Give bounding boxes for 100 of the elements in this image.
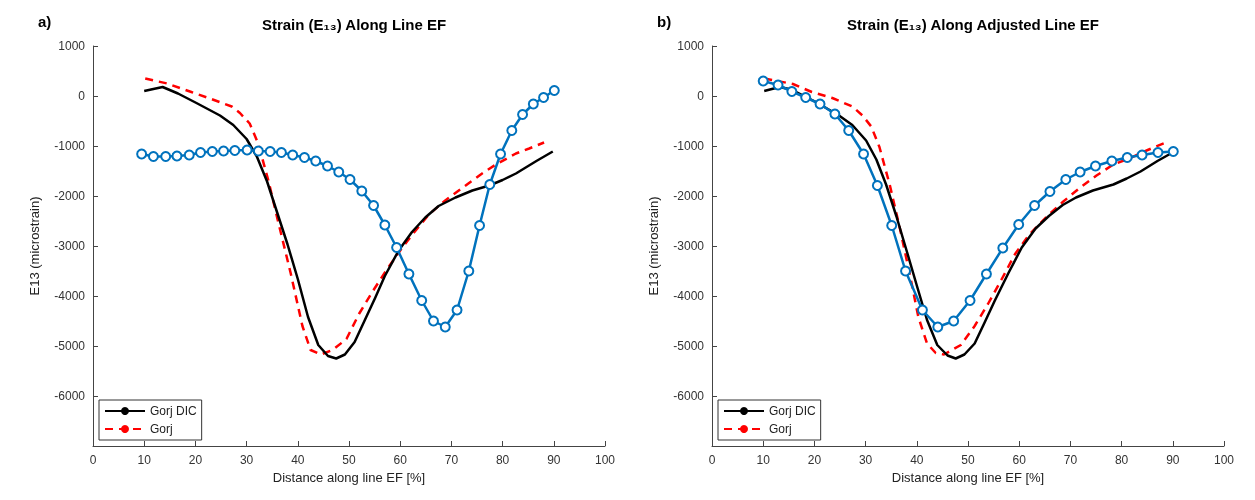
point: [1029, 200, 1041, 211]
x-tick-label: 40: [291, 453, 305, 467]
point: [948, 315, 960, 327]
x-tick-label: 20: [807, 453, 822, 467]
point: [298, 152, 310, 163]
point: [932, 321, 944, 333]
y-tick-label: -6000: [54, 389, 86, 403]
x-axis-title: Distance along line EF [%]: [891, 469, 1045, 485]
chart-title: Strain (E₁₃) Along Line EF: [261, 16, 447, 33]
y-tick-label: -1000: [54, 139, 86, 153]
point: [1152, 147, 1164, 158]
point: [160, 151, 172, 162]
point: [287, 149, 299, 161]
point: [548, 85, 560, 96]
point: [344, 174, 356, 185]
chart-title: Strain (E₁₃) Along Adjusted Line EF: [846, 16, 1100, 33]
y-tick-label: -2000: [54, 189, 86, 203]
point: [506, 125, 518, 136]
point: [916, 304, 928, 316]
point: [495, 148, 507, 160]
point: [800, 92, 812, 103]
point: [1044, 186, 1056, 197]
point: [1121, 152, 1133, 163]
point: [980, 268, 992, 280]
y-axis-title: E13 (microstrain): [27, 196, 42, 296]
point: [391, 242, 403, 253]
point: [241, 144, 253, 156]
point: [439, 321, 451, 333]
point: [843, 125, 855, 136]
y-tick-label: -5000: [673, 339, 705, 353]
point: [206, 146, 218, 157]
y-tick-label: -4000: [673, 289, 705, 303]
point: [814, 98, 826, 110]
point: [451, 304, 463, 316]
point: [772, 79, 784, 91]
legend-label: Gorj: [150, 422, 173, 436]
y-tick-label: 1000: [58, 39, 86, 53]
point: [1013, 219, 1025, 230]
x-tick-label: 80: [495, 453, 510, 467]
x-tick-label: 50: [961, 453, 975, 467]
y-tick-label: -2000: [673, 189, 705, 203]
x-tick-label: 70: [444, 453, 459, 467]
y-tick-label: -5000: [54, 339, 86, 353]
point: [403, 268, 415, 280]
point: [1106, 155, 1118, 167]
y-tick-label: -3000: [54, 239, 86, 253]
x-tick-label: 60: [393, 453, 408, 467]
legend-label: Gorj DIC: [150, 404, 197, 418]
point: [136, 148, 148, 160]
x-tick-label: 30: [858, 453, 873, 467]
x-tick-label: 30: [239, 453, 254, 467]
point: [356, 185, 368, 197]
y-tick-label: -6000: [673, 389, 705, 403]
point: [379, 219, 391, 231]
point: [1167, 146, 1179, 157]
y-tick-label: -3000: [673, 239, 705, 253]
point: [900, 265, 912, 277]
point: [218, 145, 230, 157]
point: [786, 86, 798, 97]
x-tick-label: 10: [756, 453, 771, 467]
point: [757, 75, 769, 87]
legend-label: Gorj: [769, 422, 792, 436]
point: [964, 295, 976, 306]
point: [1074, 166, 1086, 178]
x-axis-title: Distance along line EF [%]: [272, 469, 426, 485]
point: [183, 149, 195, 161]
point: [829, 108, 841, 120]
x-tick-label: 90: [1166, 453, 1180, 467]
point: [527, 98, 539, 110]
y-tick-label: 0: [78, 89, 86, 103]
text: a): [38, 13, 52, 30]
point: [171, 150, 183, 162]
point: [1136, 149, 1148, 161]
legend-label: Gorj DIC: [769, 404, 816, 418]
x-tick-label: 90: [547, 453, 561, 467]
x-tick-label: 100: [594, 453, 616, 467]
point: [858, 148, 870, 160]
x-tick-label: 0: [89, 453, 97, 467]
point: [275, 147, 287, 158]
x-tick-label: 60: [1012, 453, 1027, 467]
x-tick-label: 0: [708, 453, 716, 467]
point: [264, 146, 276, 157]
point: [322, 160, 333, 172]
text: b): [657, 13, 672, 30]
point: [474, 220, 486, 231]
point: [252, 145, 264, 157]
x-tick-label: 100: [1213, 453, 1235, 467]
x-tick-label: 40: [910, 453, 924, 467]
point: [997, 242, 1009, 254]
point: [333, 166, 345, 178]
point: [538, 92, 550, 103]
point: [517, 109, 529, 120]
x-tick-label: 10: [137, 453, 152, 467]
point: [195, 147, 207, 158]
y-tick-label: 1000: [677, 39, 705, 53]
x-tick-label: 20: [188, 453, 203, 467]
y-tick-label: -4000: [54, 289, 86, 303]
point: [427, 315, 439, 327]
point: [229, 145, 241, 156]
point: [147, 151, 159, 162]
